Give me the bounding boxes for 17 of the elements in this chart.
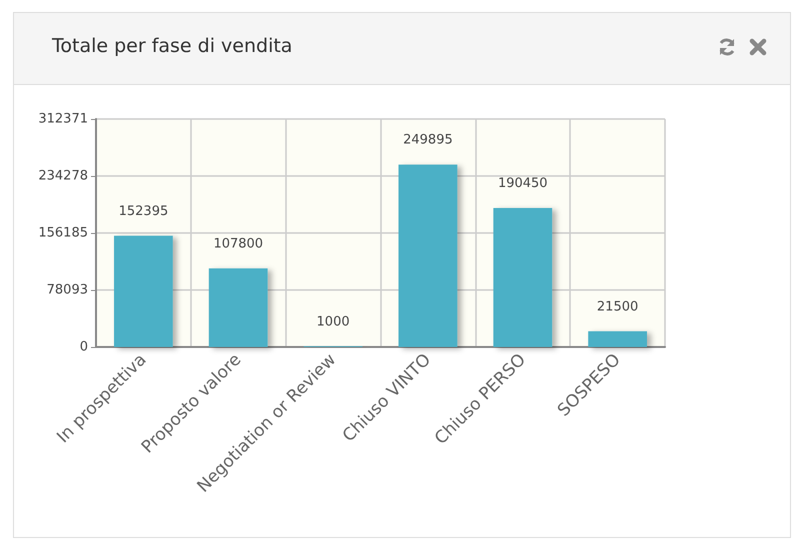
bar [208, 268, 268, 347]
data-label: 1000 [316, 314, 350, 330]
y-tick-label: 234278 [38, 168, 88, 184]
chart-title: Totale per fase di vendita [52, 35, 292, 57]
bar [588, 331, 647, 347]
data-label: 190450 [498, 176, 548, 191]
y-tick-label: 312371 [38, 112, 88, 126]
bar [398, 164, 458, 347]
data-label: 152395 [118, 204, 168, 219]
y-tick-label: 0 [80, 340, 88, 354]
y-tick-label: 78093 [46, 282, 88, 298]
data-label: 21500 [596, 299, 638, 314]
bar [493, 208, 552, 347]
bar [114, 236, 173, 347]
y-tick-label: 156185 [38, 226, 88, 240]
data-label: 107800 [213, 236, 264, 252]
data-label: 249895 [403, 132, 453, 148]
